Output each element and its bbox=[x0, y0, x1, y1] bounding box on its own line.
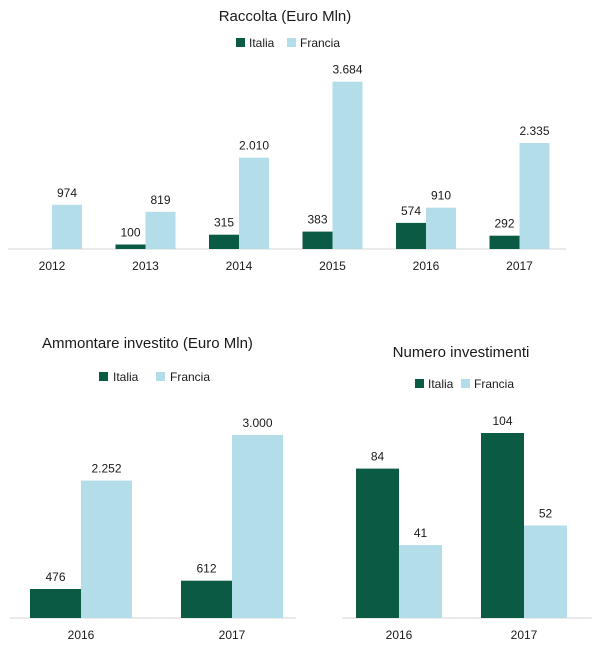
tick-label-2017: 2017 bbox=[219, 628, 246, 642]
value-label-francia-2016: 2.252 bbox=[91, 462, 121, 476]
ammontare-legend: Italia Francia bbox=[99, 370, 210, 384]
bar-francia-2013 bbox=[145, 211, 176, 249]
numero-legend: Italia Francia bbox=[415, 377, 514, 391]
bar-francia-2016 bbox=[399, 545, 442, 618]
bar-francia-2017 bbox=[232, 435, 283, 618]
tick-label-2016: 2016 bbox=[413, 259, 440, 273]
legend-label-francia: Francia bbox=[170, 370, 210, 384]
tick-label-2013: 2013 bbox=[132, 259, 159, 273]
tick-label-2016: 2016 bbox=[68, 628, 95, 642]
tick-label-2012: 2012 bbox=[39, 259, 66, 273]
raccolta-chart: Raccolta (Euro Mln) Italia Francia 974 10… bbox=[8, 8, 566, 273]
numero-chart: Numero investimenti Italia Francia 84 41 1… bbox=[342, 344, 592, 642]
bar-italia-2017 bbox=[181, 580, 232, 618]
tick-label-2017: 2017 bbox=[506, 259, 533, 273]
legend-label-italia: Italia bbox=[428, 377, 454, 391]
value-label-italia-2017: 292 bbox=[494, 217, 514, 231]
ammontare-title: Ammontare investito (Euro Mln) bbox=[42, 335, 253, 352]
bar-francia-2017 bbox=[519, 143, 550, 249]
value-label-francia-2017: 2.335 bbox=[519, 124, 549, 138]
bar-francia-2014 bbox=[239, 157, 269, 249]
value-label-francia-2017: 3.000 bbox=[242, 416, 272, 430]
bar-francia-2016 bbox=[426, 207, 456, 249]
value-label-italia-2017: 104 bbox=[492, 414, 512, 428]
legend-label-francia: Francia bbox=[474, 377, 514, 391]
bar-italia-2016 bbox=[30, 589, 81, 618]
legend-label-francia: Francia bbox=[300, 36, 340, 50]
value-label-italia-2016: 84 bbox=[371, 450, 385, 464]
value-label-italia-2016: 476 bbox=[45, 570, 65, 584]
value-label-francia-2016: 910 bbox=[431, 189, 451, 203]
bar-italia-2016 bbox=[356, 468, 399, 618]
bar-francia-2016 bbox=[81, 480, 132, 618]
tick-label-2014: 2014 bbox=[226, 259, 253, 273]
tick-label-2015: 2015 bbox=[319, 259, 346, 273]
tick-label-2017: 2017 bbox=[511, 628, 538, 642]
bar-francia-2015 bbox=[332, 81, 363, 249]
bar-italia-2017 bbox=[489, 235, 520, 249]
value-label-francia-2016: 41 bbox=[414, 526, 428, 540]
bar-francia-2017 bbox=[524, 525, 567, 618]
value-label-italia-2013: 100 bbox=[120, 226, 140, 240]
tick-label-2016: 2016 bbox=[386, 628, 413, 642]
bar-italia-2014 bbox=[209, 234, 239, 249]
value-label-francia-2017: 52 bbox=[539, 507, 553, 521]
bar-italia-2015 bbox=[302, 231, 333, 249]
legend-swatch-francia bbox=[461, 379, 470, 388]
ammontare-chart: Ammontare investito (Euro Mln) Italia Fr… bbox=[10, 335, 296, 642]
legend-swatch-francia bbox=[156, 372, 165, 381]
legend-swatch-francia bbox=[287, 38, 296, 47]
legend-swatch-italia bbox=[236, 38, 245, 47]
value-label-italia-2017: 612 bbox=[196, 562, 216, 576]
legend-label-italia: Italia bbox=[113, 370, 139, 384]
value-label-italia-2015: 383 bbox=[307, 213, 327, 227]
value-label-francia-2012: 974 bbox=[57, 186, 77, 200]
bar-italia-2016 bbox=[396, 222, 426, 249]
value-label-francia-2013: 819 bbox=[150, 193, 170, 207]
numero-title: Numero investimenti bbox=[393, 344, 530, 361]
value-label-francia-2014: 2.010 bbox=[239, 139, 269, 153]
raccolta-legend: Italia Francia bbox=[236, 36, 340, 50]
legend-label-italia: Italia bbox=[249, 36, 275, 50]
legend-swatch-italia bbox=[99, 372, 108, 381]
bar-italia-2013 bbox=[115, 244, 146, 249]
bar-francia-2012 bbox=[52, 204, 82, 249]
bar-italia-2017 bbox=[481, 433, 524, 618]
legend-swatch-italia bbox=[415, 379, 424, 388]
raccolta-title: Raccolta (Euro Mln) bbox=[219, 8, 352, 25]
value-label-italia-2016: 574 bbox=[401, 204, 421, 218]
value-label-francia-2015: 3.684 bbox=[332, 63, 362, 77]
value-label-italia-2014: 315 bbox=[214, 216, 234, 230]
